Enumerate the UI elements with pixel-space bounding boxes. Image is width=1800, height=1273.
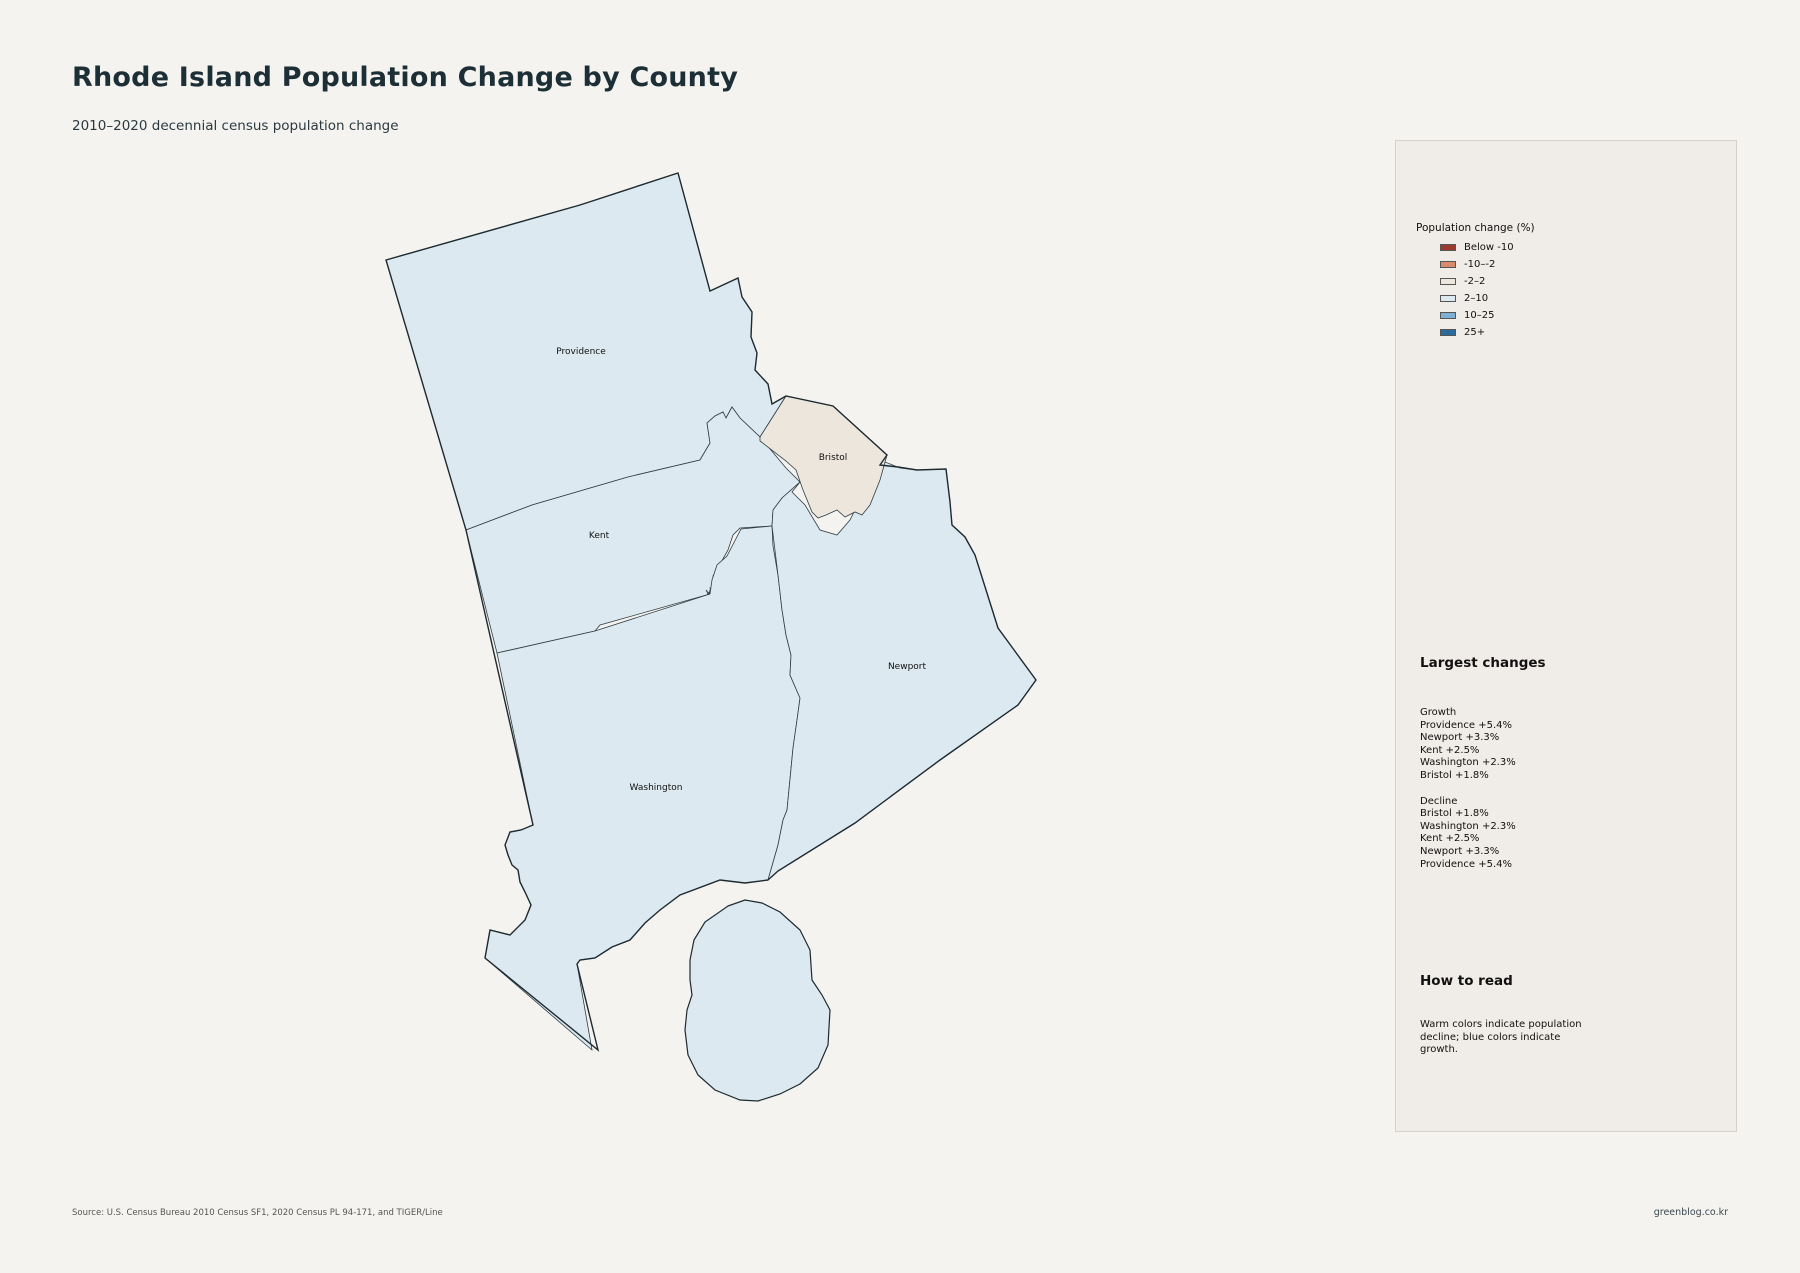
legend-swatch	[1440, 278, 1456, 285]
largest-changes-list: Growth Providence +5.4% Newport +3.3% Ke…	[1420, 707, 1516, 871]
legend-label: -2–2	[1464, 276, 1486, 287]
largest-changes-heading: Largest changes	[1420, 655, 1546, 671]
block-island[interactable]	[684, 899, 831, 1102]
legend-swatch	[1440, 312, 1456, 319]
growth-label: Growth	[1420, 707, 1457, 718]
growth-item: Providence +5.4%	[1420, 719, 1513, 731]
decline-item: Bristol +1.8%	[1420, 808, 1489, 820]
credit-link[interactable]: greenblog.co.kr	[1653, 1207, 1728, 1218]
legend-item: 10–25	[1440, 307, 1514, 324]
label-bristol: Bristol	[819, 453, 848, 463]
legend-item: -2–2	[1440, 273, 1514, 290]
legend-item: Below -10	[1440, 239, 1514, 256]
label-newport: Newport	[888, 662, 927, 672]
map-subtitle: 2010–2020 decennial census population ch…	[72, 118, 399, 134]
legend-item: 25+	[1440, 324, 1514, 341]
legend-swatch	[1440, 261, 1456, 268]
growth-item: Newport +3.3%	[1420, 732, 1500, 744]
legend-swatch	[1440, 295, 1456, 302]
growth-item: Washington +2.3%	[1420, 757, 1516, 769]
legend-label: 10–25	[1464, 310, 1495, 321]
legend-label: -10–-2	[1464, 259, 1496, 270]
legend-swatch	[1440, 329, 1456, 336]
side-panel: Population change (%) Below -10 -10–-2 -…	[1395, 140, 1737, 1132]
growth-item: Bristol +1.8%	[1420, 769, 1489, 781]
decline-item: Washington +2.3%	[1420, 820, 1516, 832]
label-washington: Washington	[630, 783, 683, 793]
legend-item: -10–-2	[1440, 256, 1514, 273]
decline-item: Providence +5.4%	[1420, 858, 1513, 870]
map-title: Rhode Island Population Change by County	[72, 62, 738, 93]
legend-label: 25+	[1464, 327, 1486, 338]
state-outline	[385, 172, 1037, 1052]
legend-label: 2–10	[1464, 293, 1489, 304]
source-note: Source: U.S. Census Bureau 2010 Census S…	[72, 1208, 443, 1218]
legend-title: Population change (%)	[1416, 222, 1535, 234]
legend-label: Below -10	[1464, 242, 1514, 253]
how-to-read-text: Warm colors indicate population decline;…	[1420, 1019, 1582, 1056]
legend-item: 2–10	[1440, 290, 1514, 307]
decline-item: Kent +2.5%	[1420, 833, 1480, 845]
how-to-read-heading: How to read	[1420, 973, 1513, 989]
decline-label: Decline	[1420, 795, 1458, 807]
legend: Below -10 -10–-2 -2–2 2–10 10–25 25+	[1440, 239, 1514, 341]
decline-item: Newport +3.3%	[1420, 845, 1500, 857]
legend-swatch	[1440, 244, 1456, 251]
growth-item: Kent +2.5%	[1420, 744, 1480, 756]
label-providence: Providence	[556, 347, 606, 357]
label-kent: Kent	[589, 531, 610, 541]
